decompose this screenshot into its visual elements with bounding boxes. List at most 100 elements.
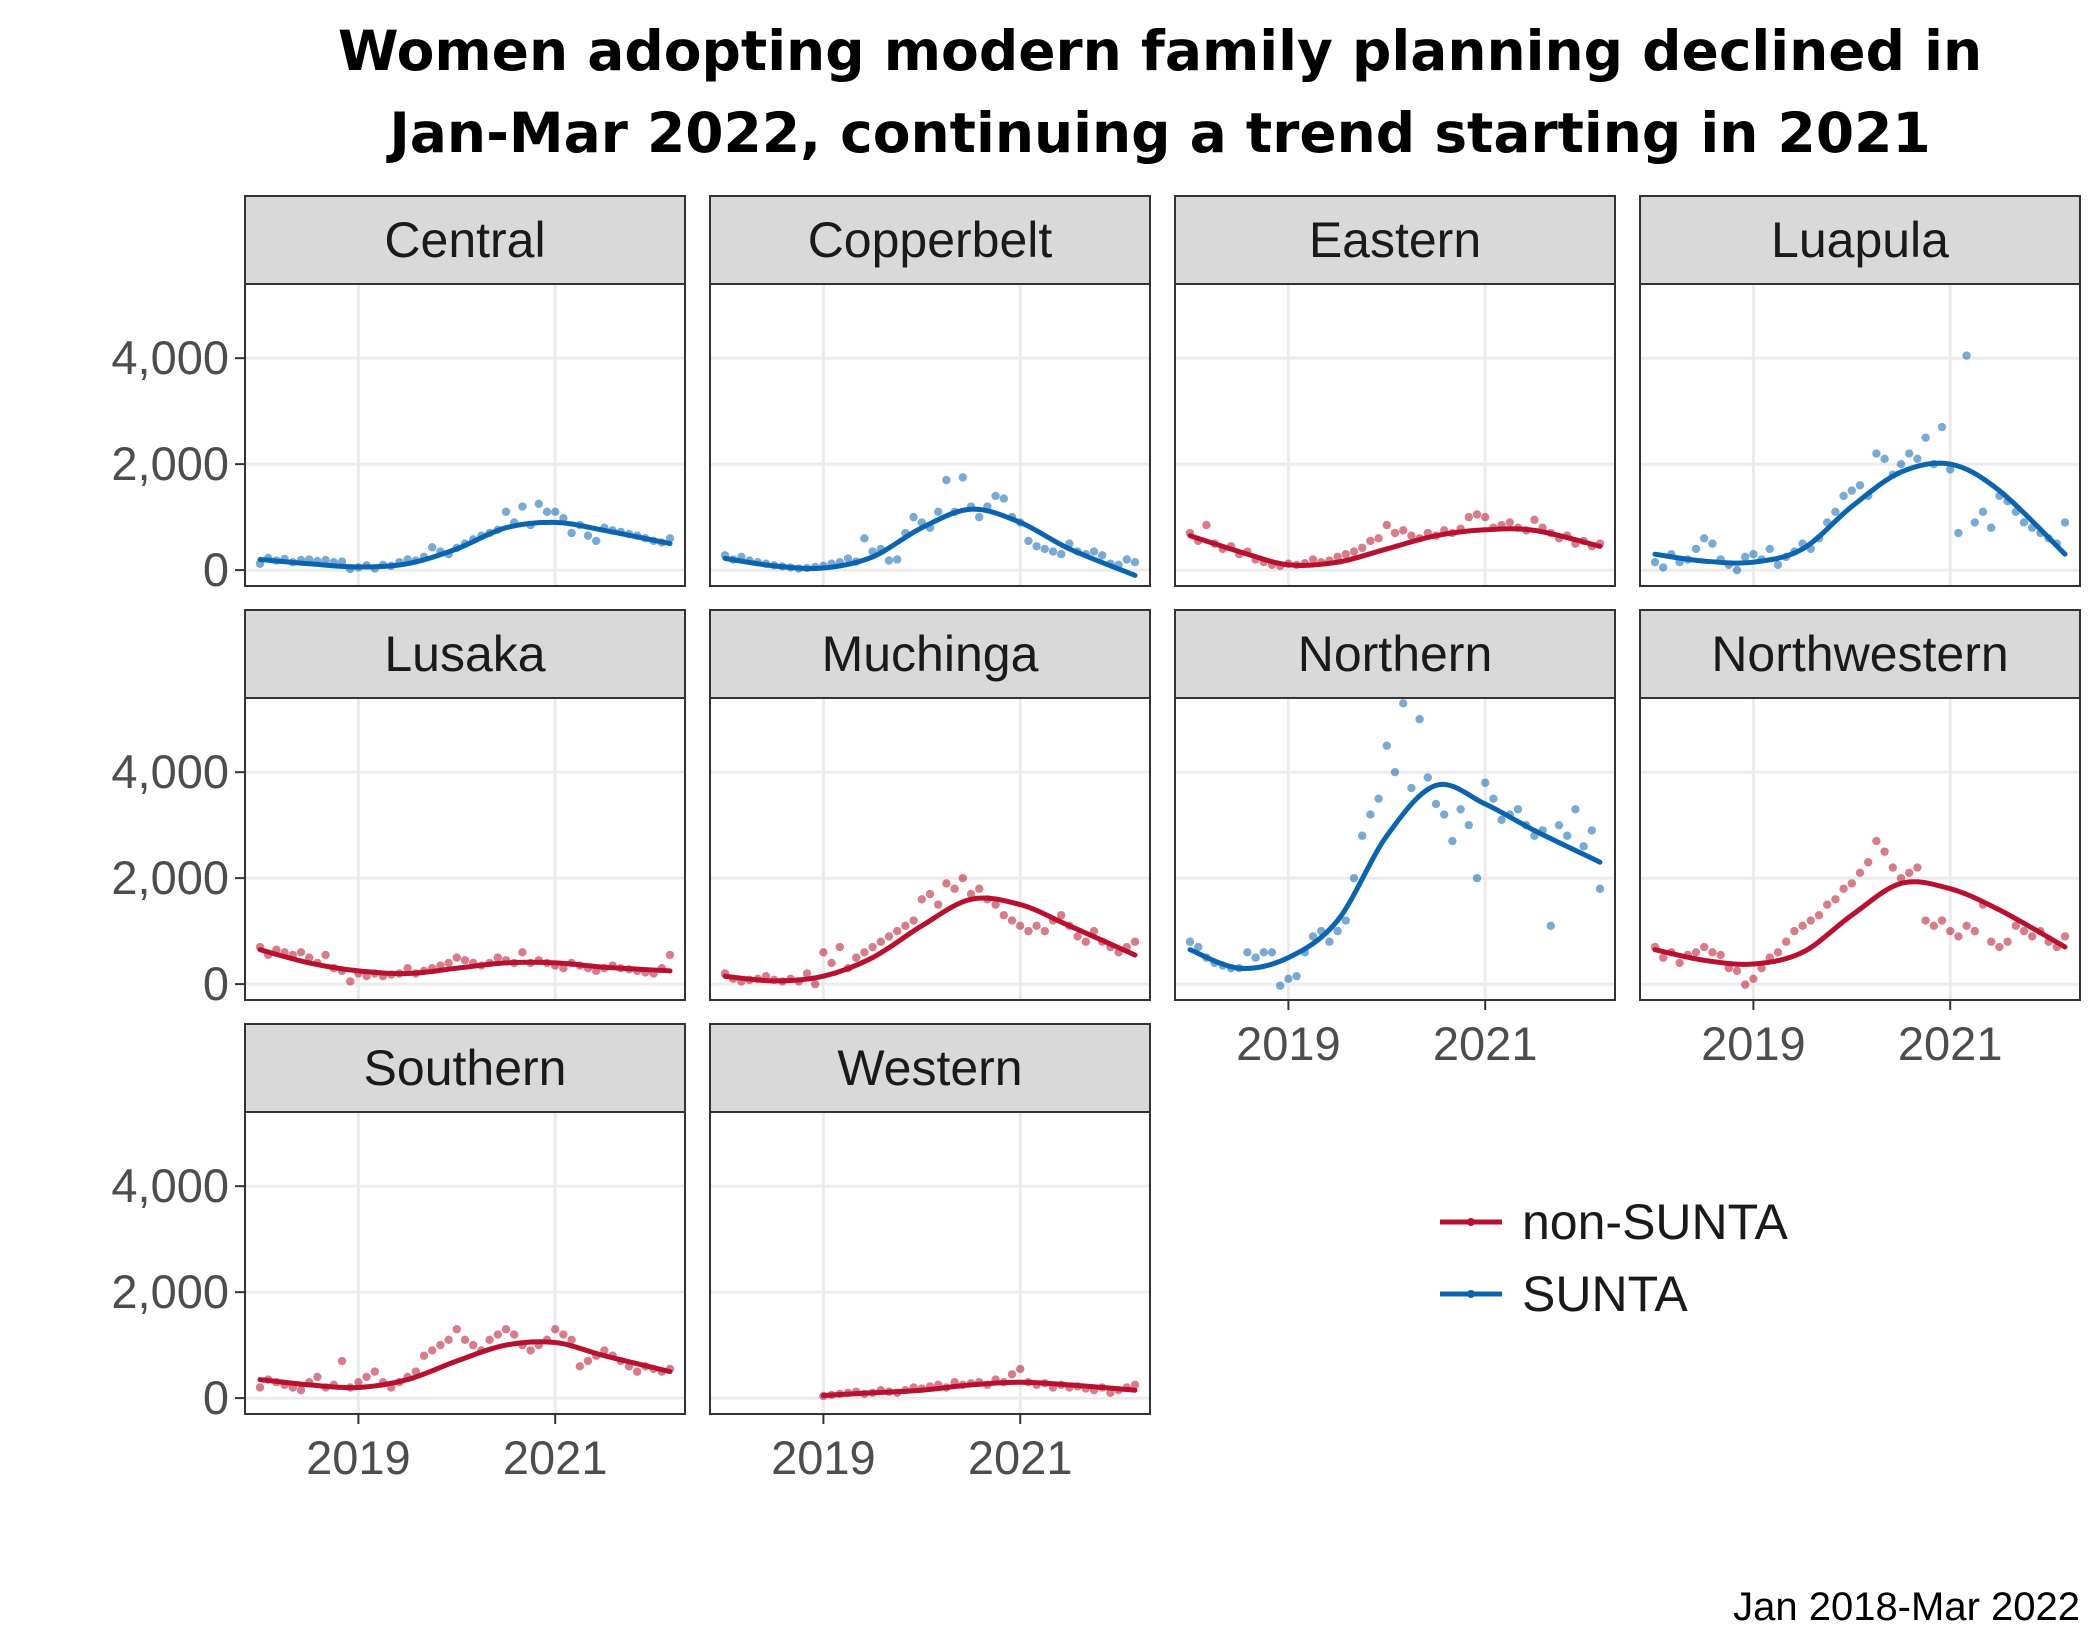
- data-point: [1691, 948, 1701, 957]
- data-point: [1831, 507, 1840, 517]
- data-point: [1040, 544, 1050, 554]
- trend-line-non-sunta: [820, 1379, 1138, 1398]
- panel-background: [245, 1112, 685, 1414]
- data-point: [1741, 552, 1750, 562]
- data-point: [991, 900, 1000, 909]
- data-point: [1415, 714, 1424, 724]
- data-point: [975, 512, 984, 522]
- data-point: [362, 1372, 371, 1382]
- data-point: [1464, 820, 1474, 830]
- data-point: [802, 969, 812, 978]
- x-tick-label: 2021: [1898, 1017, 2003, 1070]
- data-point: [1333, 926, 1342, 936]
- panel-background: [245, 284, 685, 586]
- data-point: [321, 950, 330, 960]
- facet-strip: [1639, 609, 2081, 699]
- data-point: [1382, 741, 1392, 750]
- data-point: [1489, 794, 1498, 803]
- data-point: [1700, 534, 1709, 543]
- data-point: [665, 534, 675, 543]
- data-point: [469, 1340, 478, 1350]
- data-point: [1194, 942, 1203, 952]
- legend-item-sunta: SUNTA: [1440, 1266, 1688, 1322]
- data-point: [1472, 873, 1482, 883]
- data-point: [1390, 528, 1400, 538]
- data-point: [1349, 873, 1359, 883]
- data-point: [1130, 937, 1140, 946]
- facet-panel-muchinga: Muchinga: [709, 609, 1151, 1001]
- panel-background: [710, 698, 1150, 1000]
- facet-strip: [244, 609, 686, 699]
- facet-strip-label: Lusaka: [384, 626, 545, 682]
- data-point: [444, 1335, 453, 1345]
- data-point: [567, 1335, 576, 1345]
- data-point: [1962, 921, 1971, 931]
- data-point: [444, 958, 453, 968]
- data-point: [1505, 518, 1515, 527]
- data-point: [1048, 547, 1058, 556]
- data-point: [583, 1356, 593, 1366]
- data-point: [1366, 810, 1375, 819]
- data-point: [337, 1356, 347, 1366]
- y-tick-label: 2,000: [111, 851, 229, 904]
- data-point: [1732, 966, 1742, 976]
- panel-border: [1639, 283, 2081, 587]
- trend-line-sunta: [722, 506, 1138, 578]
- data-point: [313, 1372, 322, 1382]
- data-point: [534, 499, 543, 509]
- data-point: [1349, 547, 1359, 556]
- data-point: [1431, 799, 1441, 809]
- data-point: [1185, 937, 1195, 946]
- y-tick-label: 4,000: [111, 1159, 229, 1212]
- data-point: [1546, 921, 1556, 931]
- data-point: [1243, 948, 1252, 957]
- data-point: [452, 1325, 461, 1334]
- facet-panel-northern: Northern 2019 2021: [1174, 609, 1616, 1070]
- data-point: [1423, 773, 1433, 782]
- data-point: [2019, 926, 2029, 936]
- data-point: [1407, 531, 1416, 540]
- data-point: [1896, 459, 1906, 469]
- data-point: [1587, 826, 1597, 835]
- data-point: [1259, 948, 1269, 957]
- data-point: [884, 556, 894, 565]
- facet-strip-label: Northern: [1298, 626, 1493, 682]
- legend-label: SUNTA: [1522, 1266, 1688, 1322]
- y-tick-label: 4,000: [111, 745, 229, 798]
- x-tick-label: 2019: [306, 1431, 411, 1484]
- data-point: [1024, 536, 1033, 546]
- data-point: [1716, 950, 1725, 960]
- facet-panel-western: Western 2019 2021: [709, 1023, 1151, 1484]
- data-point: [1741, 980, 1750, 989]
- data-point: [1440, 810, 1449, 819]
- data-point: [428, 543, 437, 552]
- data-point: [1040, 926, 1050, 936]
- panel-background: [1175, 284, 1615, 586]
- data-point: [1708, 539, 1717, 548]
- data-point: [1839, 491, 1848, 501]
- legend: non-SUNTA SUNTA: [1440, 1194, 1788, 1322]
- x-tick-label: 2021: [503, 1431, 608, 1484]
- data-point: [942, 879, 951, 888]
- panel-border: [1174, 283, 1616, 587]
- data-point: [1995, 942, 2004, 952]
- data-point: [1464, 512, 1474, 522]
- panel-background: [710, 1112, 1150, 1414]
- data-point: [1814, 911, 1824, 920]
- x-tick-label: 2019: [1701, 1017, 1806, 1070]
- data-point: [991, 491, 1000, 501]
- data-point: [1481, 512, 1490, 522]
- data-point: [1579, 842, 1588, 851]
- facet-panel-eastern: Eastern: [1174, 195, 1616, 587]
- data-point: [1481, 778, 1490, 787]
- data-point: [526, 1346, 535, 1355]
- data-point: [1905, 449, 1914, 458]
- x-tick-label: 2021: [1433, 1017, 1538, 1070]
- data-point: [1497, 815, 1506, 825]
- data-point: [1081, 937, 1091, 946]
- data-point: [2011, 921, 2021, 931]
- data-point: [567, 528, 576, 538]
- data-point: [852, 953, 861, 962]
- y-tick-label: 2,000: [111, 1265, 229, 1318]
